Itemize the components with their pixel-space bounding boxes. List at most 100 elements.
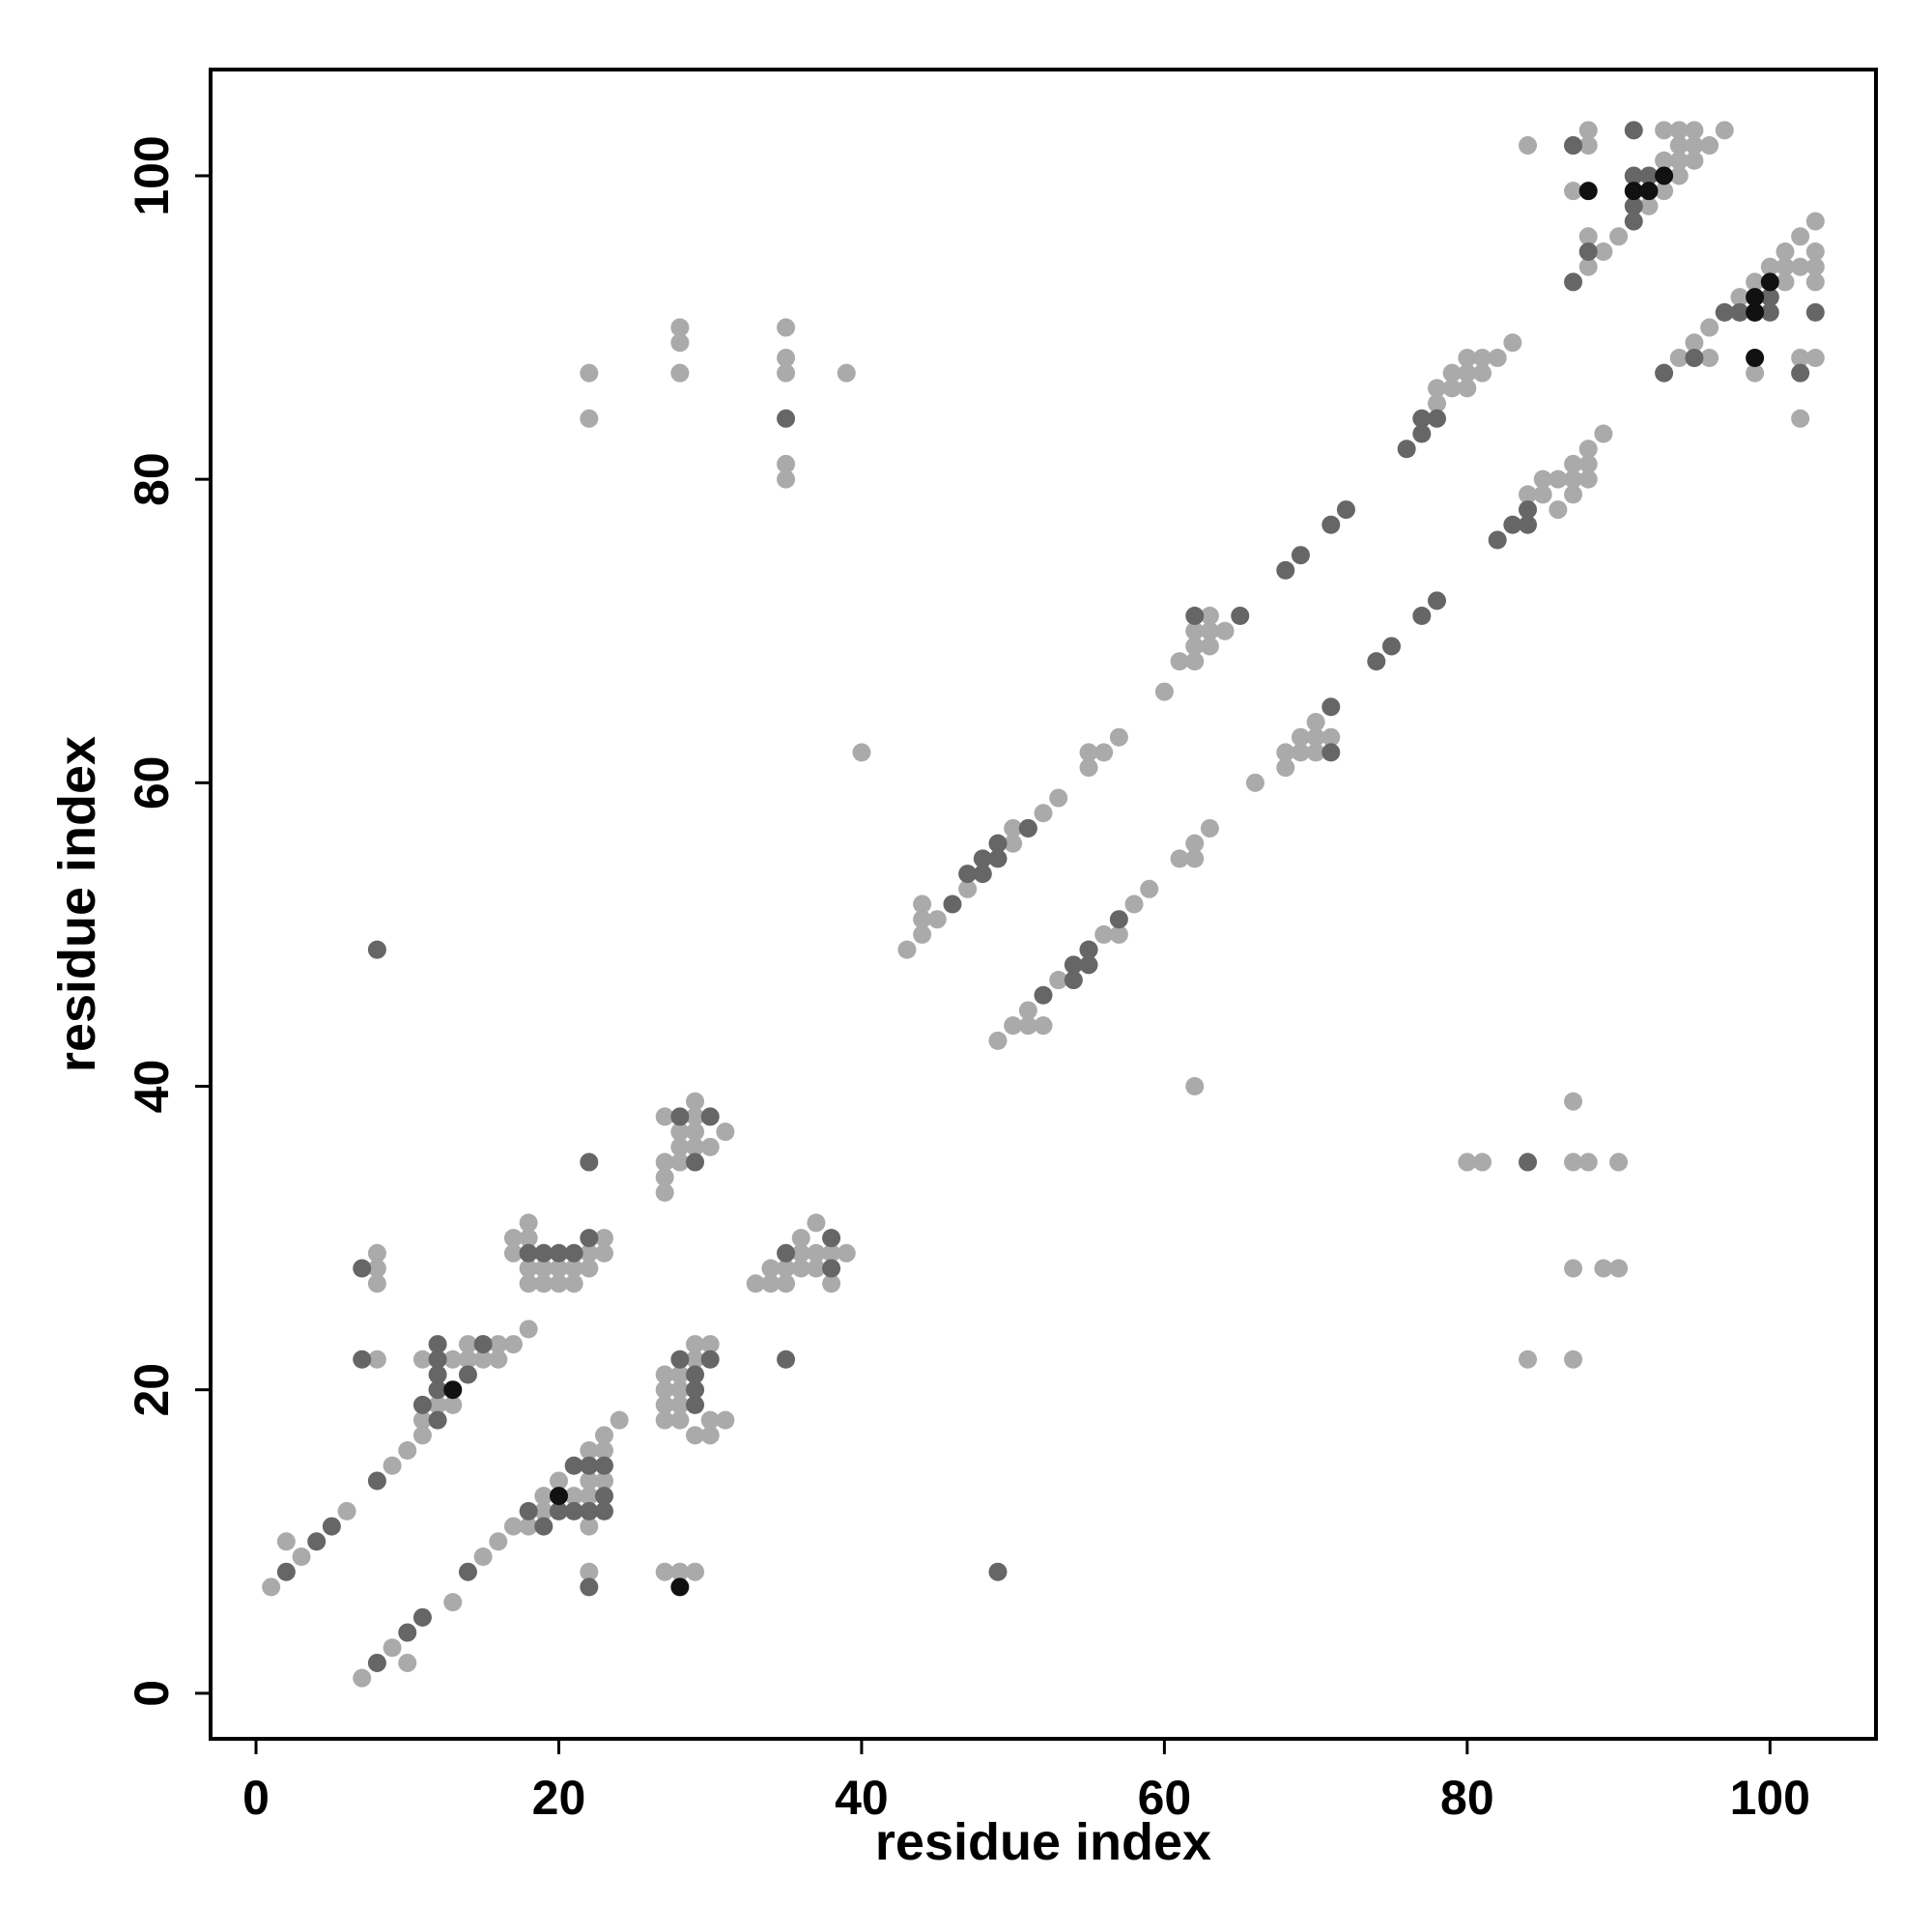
data-point [1049,788,1068,808]
data-point [1458,363,1477,383]
data-point [1276,743,1295,762]
data-point [777,1350,796,1369]
data-point [534,1243,554,1263]
data-point [655,1107,674,1126]
data-point [307,1532,327,1551]
data-point [1109,910,1128,929]
data-point [564,1243,583,1263]
data-point [1730,302,1749,322]
data-point [670,333,690,353]
data-point [549,1501,568,1520]
data-point [367,1471,386,1491]
data-point [1669,121,1689,140]
data-point [1473,363,1492,383]
data-point [1079,758,1098,778]
data-point [837,363,856,383]
data-point [1427,591,1446,611]
data-point [822,1259,841,1278]
y-tick-label: 60 [125,756,179,810]
data-point [988,1031,1008,1050]
data-point [1578,440,1598,459]
data-point [1306,743,1325,762]
data-point [1805,272,1825,292]
data-point [549,1471,568,1491]
data-point [443,1350,463,1369]
data-point [1503,333,1522,353]
data-points [262,121,1825,1688]
data-point [503,1229,523,1248]
data-point [655,1562,674,1581]
data-point [1746,288,1765,307]
data-point [700,1335,720,1354]
data-point [943,895,962,914]
data-point [549,1274,568,1293]
data-point [580,1517,599,1536]
data-point [973,865,992,884]
x-axis: 0 20 40 60 80 100 [242,1739,1810,1825]
data-point [686,1107,705,1126]
data-point [1004,1016,1023,1036]
data-point [1776,272,1795,292]
data-point [686,1122,705,1142]
data-point [580,409,599,428]
data-point [1109,727,1128,747]
data-point [716,1122,735,1142]
data-point [1791,227,1810,246]
data-point [973,849,992,868]
data-point [1321,515,1341,534]
data-point [686,1152,705,1172]
data-point [1791,257,1810,276]
y-axis-title: residue index [48,736,106,1072]
data-point [1519,500,1538,520]
data-point [1094,924,1114,944]
data-point [655,1152,674,1172]
data-point [1609,1259,1629,1278]
data-point [428,1350,447,1369]
data-point [519,1517,538,1536]
data-point [1609,1152,1629,1172]
data-point [1185,621,1205,640]
data-point [1685,136,1704,156]
data-point [337,1501,356,1520]
data-point [655,1395,674,1414]
data-point [1639,196,1659,215]
data-point [428,1410,447,1430]
data-point [580,1441,599,1461]
data-point [519,1243,538,1263]
data-point [580,1487,599,1506]
data-point [1624,196,1643,215]
data-point [1336,500,1355,520]
data-point [292,1547,311,1566]
data-point [1412,607,1432,626]
y-tick-label: 20 [125,1363,179,1417]
data-point [1503,515,1522,534]
data-point [670,1380,690,1400]
data-point [1533,485,1552,504]
data-point [1276,758,1295,778]
data-point [1079,940,1098,959]
data-point [1715,121,1734,140]
data-point [1700,318,1719,337]
data-point [655,1182,674,1202]
data-point [822,1243,841,1263]
data-point [700,1426,720,1445]
data-point [670,1410,690,1430]
data-point [503,1335,523,1354]
data-point [276,1562,296,1581]
data-point [1519,485,1538,504]
data-point [383,1456,402,1475]
data-point [1639,166,1659,185]
data-point [1685,121,1704,140]
data-point [1594,424,1613,443]
data-point [1791,348,1810,367]
data-point [594,1471,613,1491]
data-point [262,1577,281,1597]
data-point [1381,637,1401,656]
data-point [473,1335,493,1354]
data-point [777,348,796,367]
y-axis: 0 20 40 60 80 100 [125,135,211,1707]
data-point [822,1274,841,1293]
data-point [1655,182,1674,201]
data-point [519,1501,538,1520]
